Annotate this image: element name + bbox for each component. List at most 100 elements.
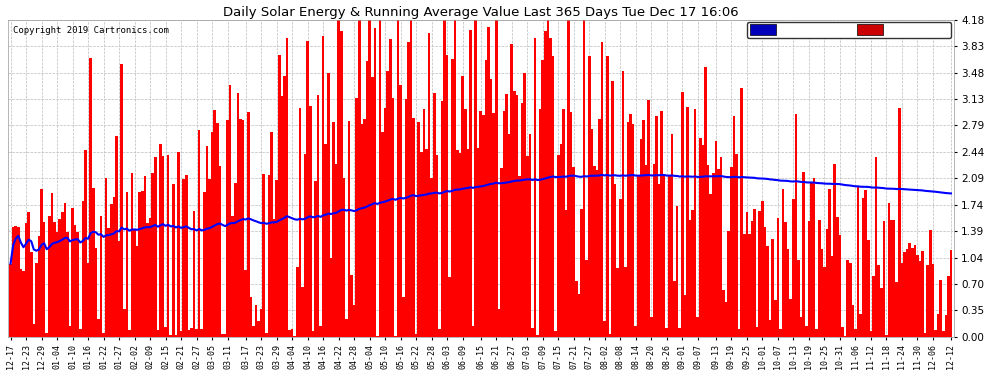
Bar	[601, 42, 604, 337]
Bar	[532, 328, 534, 337]
Bar	[914, 245, 916, 337]
Bar	[808, 221, 810, 337]
Bar	[108, 228, 110, 337]
Bar	[352, 305, 355, 337]
Bar	[262, 174, 265, 337]
Bar	[190, 328, 193, 337]
Bar	[736, 154, 738, 337]
Bar	[503, 111, 505, 337]
Bar	[805, 326, 808, 337]
Bar	[588, 56, 591, 337]
Bar	[846, 260, 848, 337]
Bar	[903, 252, 906, 337]
Bar	[25, 223, 28, 337]
Bar	[836, 217, 839, 337]
Bar	[325, 144, 327, 337]
Bar	[306, 41, 309, 337]
Bar	[505, 94, 508, 337]
Bar	[53, 222, 55, 337]
Bar	[38, 236, 41, 337]
Bar	[702, 145, 704, 337]
Bar	[234, 183, 237, 337]
Bar	[707, 165, 710, 337]
Bar	[12, 227, 15, 337]
Bar	[888, 203, 890, 337]
Bar	[174, 334, 177, 337]
Bar	[123, 309, 126, 337]
Bar	[763, 226, 766, 337]
Bar	[420, 152, 423, 337]
Bar	[929, 230, 932, 337]
Bar	[919, 261, 922, 337]
Bar	[464, 109, 466, 337]
Bar	[63, 203, 66, 337]
Bar	[229, 85, 232, 337]
Bar	[657, 184, 660, 337]
Bar	[810, 183, 813, 337]
Bar	[877, 265, 880, 337]
Bar	[180, 330, 182, 337]
Bar	[627, 122, 630, 337]
Bar	[551, 56, 554, 337]
Bar	[676, 206, 678, 337]
Bar	[932, 264, 935, 337]
Bar	[872, 276, 875, 337]
Bar	[389, 39, 392, 337]
Bar	[564, 210, 567, 337]
Bar	[513, 91, 516, 337]
Bar	[314, 181, 317, 337]
Bar	[691, 210, 694, 337]
Bar	[350, 275, 352, 337]
Bar	[924, 333, 927, 337]
Bar	[405, 99, 407, 337]
Bar	[347, 121, 350, 337]
Bar	[495, 20, 498, 337]
Bar	[249, 297, 252, 337]
Bar	[28, 211, 30, 337]
Bar	[433, 93, 436, 337]
Bar	[22, 271, 25, 337]
Bar	[935, 330, 937, 337]
Bar	[147, 223, 148, 337]
Bar	[428, 33, 431, 337]
Bar	[864, 190, 867, 337]
Bar	[200, 329, 203, 337]
Bar	[712, 173, 715, 337]
Bar	[947, 276, 949, 337]
Bar	[415, 334, 418, 337]
Bar	[257, 321, 259, 337]
Bar	[381, 132, 384, 337]
Bar	[842, 327, 843, 337]
Bar	[81, 201, 84, 337]
Bar	[758, 211, 761, 337]
Bar	[542, 60, 545, 337]
Bar	[177, 152, 180, 337]
Bar	[441, 101, 444, 337]
Bar	[748, 234, 750, 337]
Bar	[490, 79, 492, 337]
Bar	[330, 258, 333, 337]
Text: Copyright 2019 Cartronics.com: Copyright 2019 Cartronics.com	[13, 26, 168, 35]
Bar	[745, 212, 748, 337]
Bar	[299, 108, 301, 337]
Bar	[635, 326, 637, 337]
Bar	[74, 225, 76, 337]
Bar	[84, 150, 87, 337]
Bar	[784, 222, 787, 337]
Bar	[327, 73, 330, 337]
Bar	[187, 330, 190, 337]
Legend: Average  ($), Daily  ($): Average ($), Daily ($)	[747, 22, 951, 38]
Bar	[537, 335, 539, 337]
Bar	[580, 209, 583, 337]
Bar	[113, 197, 115, 337]
Bar	[521, 103, 524, 337]
Bar	[402, 297, 405, 337]
Bar	[115, 136, 118, 337]
Bar	[617, 268, 619, 337]
Bar	[453, 20, 456, 337]
Bar	[498, 309, 500, 337]
Bar	[901, 263, 903, 337]
Bar	[898, 108, 901, 337]
Bar	[48, 216, 50, 337]
Bar	[524, 73, 526, 337]
